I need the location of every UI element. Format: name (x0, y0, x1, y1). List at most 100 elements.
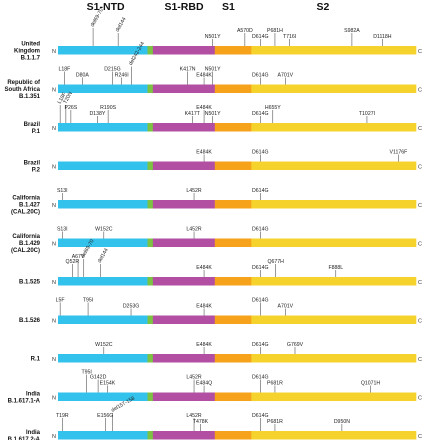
domain-segment (152, 431, 216, 440)
mutation-label: E484K (196, 105, 212, 111)
domain-header-s2: S2 (316, 1, 329, 13)
domain-segment (58, 315, 148, 324)
domain-segment (147, 354, 154, 363)
domain-segment (152, 84, 216, 93)
c-terminus-label: C (418, 357, 422, 363)
domain-segment (214, 392, 252, 401)
domain-segment (58, 200, 148, 209)
mutation-label: D614G (252, 265, 268, 271)
mutation-label: D614G (252, 298, 268, 304)
mutation-label: Q1071H (361, 381, 381, 387)
c-terminus-label: C (418, 49, 422, 55)
mutation-label: P681R (267, 381, 283, 387)
domain-segment (251, 84, 417, 93)
variant-label-line: P.2 (32, 167, 41, 173)
mutation-label: T95I (83, 298, 93, 304)
mutation-label: D614G (252, 342, 268, 348)
mutation-label: N501Y (205, 34, 221, 40)
mutation-label: E156G (97, 413, 113, 419)
variant-label-line: B.1.617.1-A (8, 398, 41, 404)
mutation-label: D614G (252, 227, 268, 233)
variant-label-line: South Africa (5, 87, 41, 93)
mutation-label: L452R (186, 227, 202, 233)
mutation-label: D614G (252, 188, 268, 194)
mutation-label: P681R (267, 419, 283, 425)
mutation-label: G142D (90, 375, 107, 381)
domain-segment (214, 123, 252, 132)
variant-row: R.1 N C W152C E484K D614G G769V (31, 342, 422, 363)
mutation-label: D950N (334, 419, 350, 425)
mutation-label: E484Q (196, 381, 212, 387)
mutation-label: Q677H (267, 259, 284, 265)
c-terminus-label: C (418, 88, 422, 94)
mutation-label: D215G (104, 67, 120, 73)
domain-segment (251, 354, 417, 363)
variant-label-line: B.1.1.7 (21, 55, 41, 61)
domain-segment (152, 200, 216, 209)
mutation-label: del144 (97, 247, 110, 264)
variant-label-line: California (12, 195, 40, 201)
mutation-label: D614G (252, 34, 268, 40)
domain-segment (251, 277, 417, 286)
mutation-label: D138Y (89, 111, 105, 117)
mutation-label: P26S (65, 105, 78, 111)
variant-label-line: B.1.429 (19, 241, 41, 247)
domain-segment (251, 161, 417, 170)
mutation-label: T1027I (359, 111, 375, 117)
mutation-label: S982A (344, 28, 360, 34)
domain-segment (147, 315, 154, 324)
variant-label-line: B.1.526 (19, 318, 41, 324)
domain-segment (147, 238, 154, 247)
domain-segment (58, 123, 148, 132)
mutation-label: W152C (95, 342, 113, 348)
mutation-label: R190S (100, 105, 116, 111)
n-terminus-label: N (52, 165, 56, 171)
mutation-label: E484K (196, 265, 212, 271)
n-terminus-label: N (52, 434, 56, 440)
n-terminus-label: N (52, 88, 56, 94)
mutation-label: N501Y (205, 67, 221, 73)
domain-segment (251, 431, 417, 440)
domain-segment (214, 277, 252, 286)
domain-segment (147, 123, 154, 132)
domain-segment (147, 46, 154, 55)
domain-header-s1-ntd: S1-NTD (87, 1, 125, 13)
mutation-label: P681H (267, 28, 283, 34)
domain-segment (152, 315, 216, 324)
domain-segment (251, 392, 417, 401)
mutation-label: D253G (123, 304, 139, 310)
variant-label-line: India (26, 430, 41, 436)
mutation-label: H655Y (265, 105, 281, 111)
domain-segment (251, 46, 417, 55)
mutation-label: D614G (252, 73, 268, 79)
c-terminus-label: C (418, 126, 422, 132)
mutation-label: G769V (287, 342, 304, 348)
domain-segment (214, 354, 252, 363)
mutation-label: E484K (196, 150, 212, 156)
mutation-label: K417N (180, 67, 196, 73)
domain-segment (58, 161, 148, 170)
variant-label-line: Brazil (24, 160, 41, 166)
domain-segment (152, 277, 216, 286)
domain-segment (214, 46, 252, 55)
mutation-label: A701V (278, 304, 294, 310)
c-terminus-label: C (418, 396, 422, 402)
mutation-label: D614G (252, 150, 268, 156)
mutation-label: D80A (76, 73, 90, 79)
n-terminus-label: N (52, 280, 56, 286)
mutation-label: S13I (57, 227, 68, 233)
variant-label-line: California (12, 234, 40, 240)
domain-segment (147, 277, 154, 286)
variant-row: B.1.526 N C L5F T95I D253G E484K D614G A701V (19, 298, 422, 325)
domain-segment (152, 123, 216, 132)
variant-label-line: United (21, 41, 40, 47)
domain-segment (147, 84, 154, 93)
mutation-label: E484K (196, 73, 212, 79)
